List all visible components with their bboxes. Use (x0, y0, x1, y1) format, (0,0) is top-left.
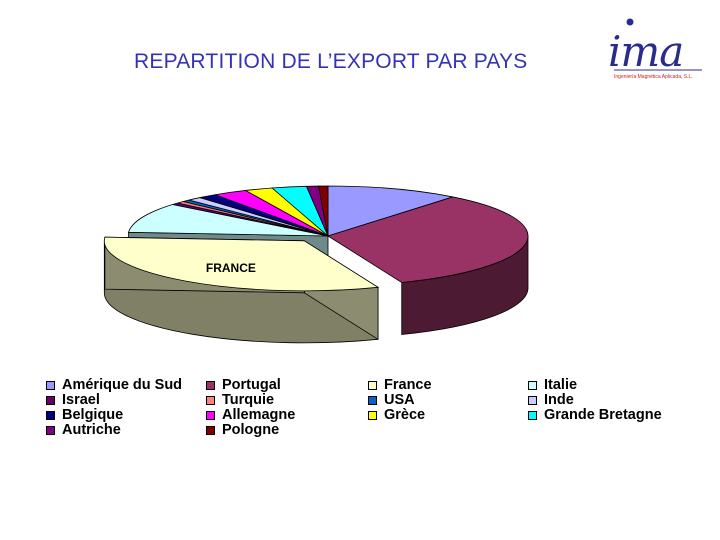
legend-swatch (206, 396, 215, 405)
legend-swatch (368, 396, 377, 405)
legend-label: Israel (62, 392, 100, 408)
legend-swatch (46, 396, 55, 405)
pie-slice-portugal (327, 196, 529, 283)
legend-swatch (206, 381, 215, 390)
legend-label: USA (384, 392, 415, 408)
legend-swatch (528, 396, 537, 405)
legend-swatch (46, 411, 55, 420)
legend-label: Italie (544, 377, 578, 393)
legend-label: Inde (544, 392, 574, 408)
logo-subtitle: Ingeniería Magnética Aplicada, S.L. (614, 74, 693, 80)
pie-labels: FRANCE (206, 261, 256, 275)
legend-swatch (206, 426, 215, 435)
legend-swatch (46, 426, 55, 435)
legend-label: Grande Bretagne (544, 407, 662, 423)
pie-slice-pologne (318, 185, 329, 237)
legend-swatch (528, 411, 537, 420)
legend-label: Autriche (62, 422, 121, 438)
legend-label: Amérique du Sud (62, 377, 183, 393)
slide-title: REPARTITION DE L’EXPORT PAR PAYS (134, 50, 528, 73)
legend-swatch (206, 411, 215, 420)
pie-slice-amerique-du-sud (327, 185, 453, 237)
pie-annotation-france: FRANCE (206, 261, 256, 275)
legend-label: Pologne (222, 422, 280, 438)
chart-legend: Amérique du Sud Portugal France Italie Israe… (46, 378, 686, 440)
legend-label: France (384, 377, 432, 393)
legend-swatch (368, 381, 377, 390)
legend-label: Portugal (222, 377, 281, 393)
legend-swatch (528, 381, 537, 390)
legend-label: Belgique (62, 407, 124, 423)
pie-slice-italie (128, 204, 329, 237)
pie-tops (103, 185, 529, 292)
legend-label: Turquie (222, 392, 275, 408)
pie-slice-france (103, 236, 380, 292)
legend-swatch (46, 381, 55, 390)
logo-mark: ima (608, 27, 683, 76)
logo-dot (626, 18, 634, 26)
legend-label: Allemagne (222, 407, 296, 423)
legend-swatch (368, 411, 377, 420)
company-logo: ima Ingeniería Magnética Aplicada, S.L. (608, 18, 702, 80)
legend-label: Grèce (384, 407, 426, 423)
